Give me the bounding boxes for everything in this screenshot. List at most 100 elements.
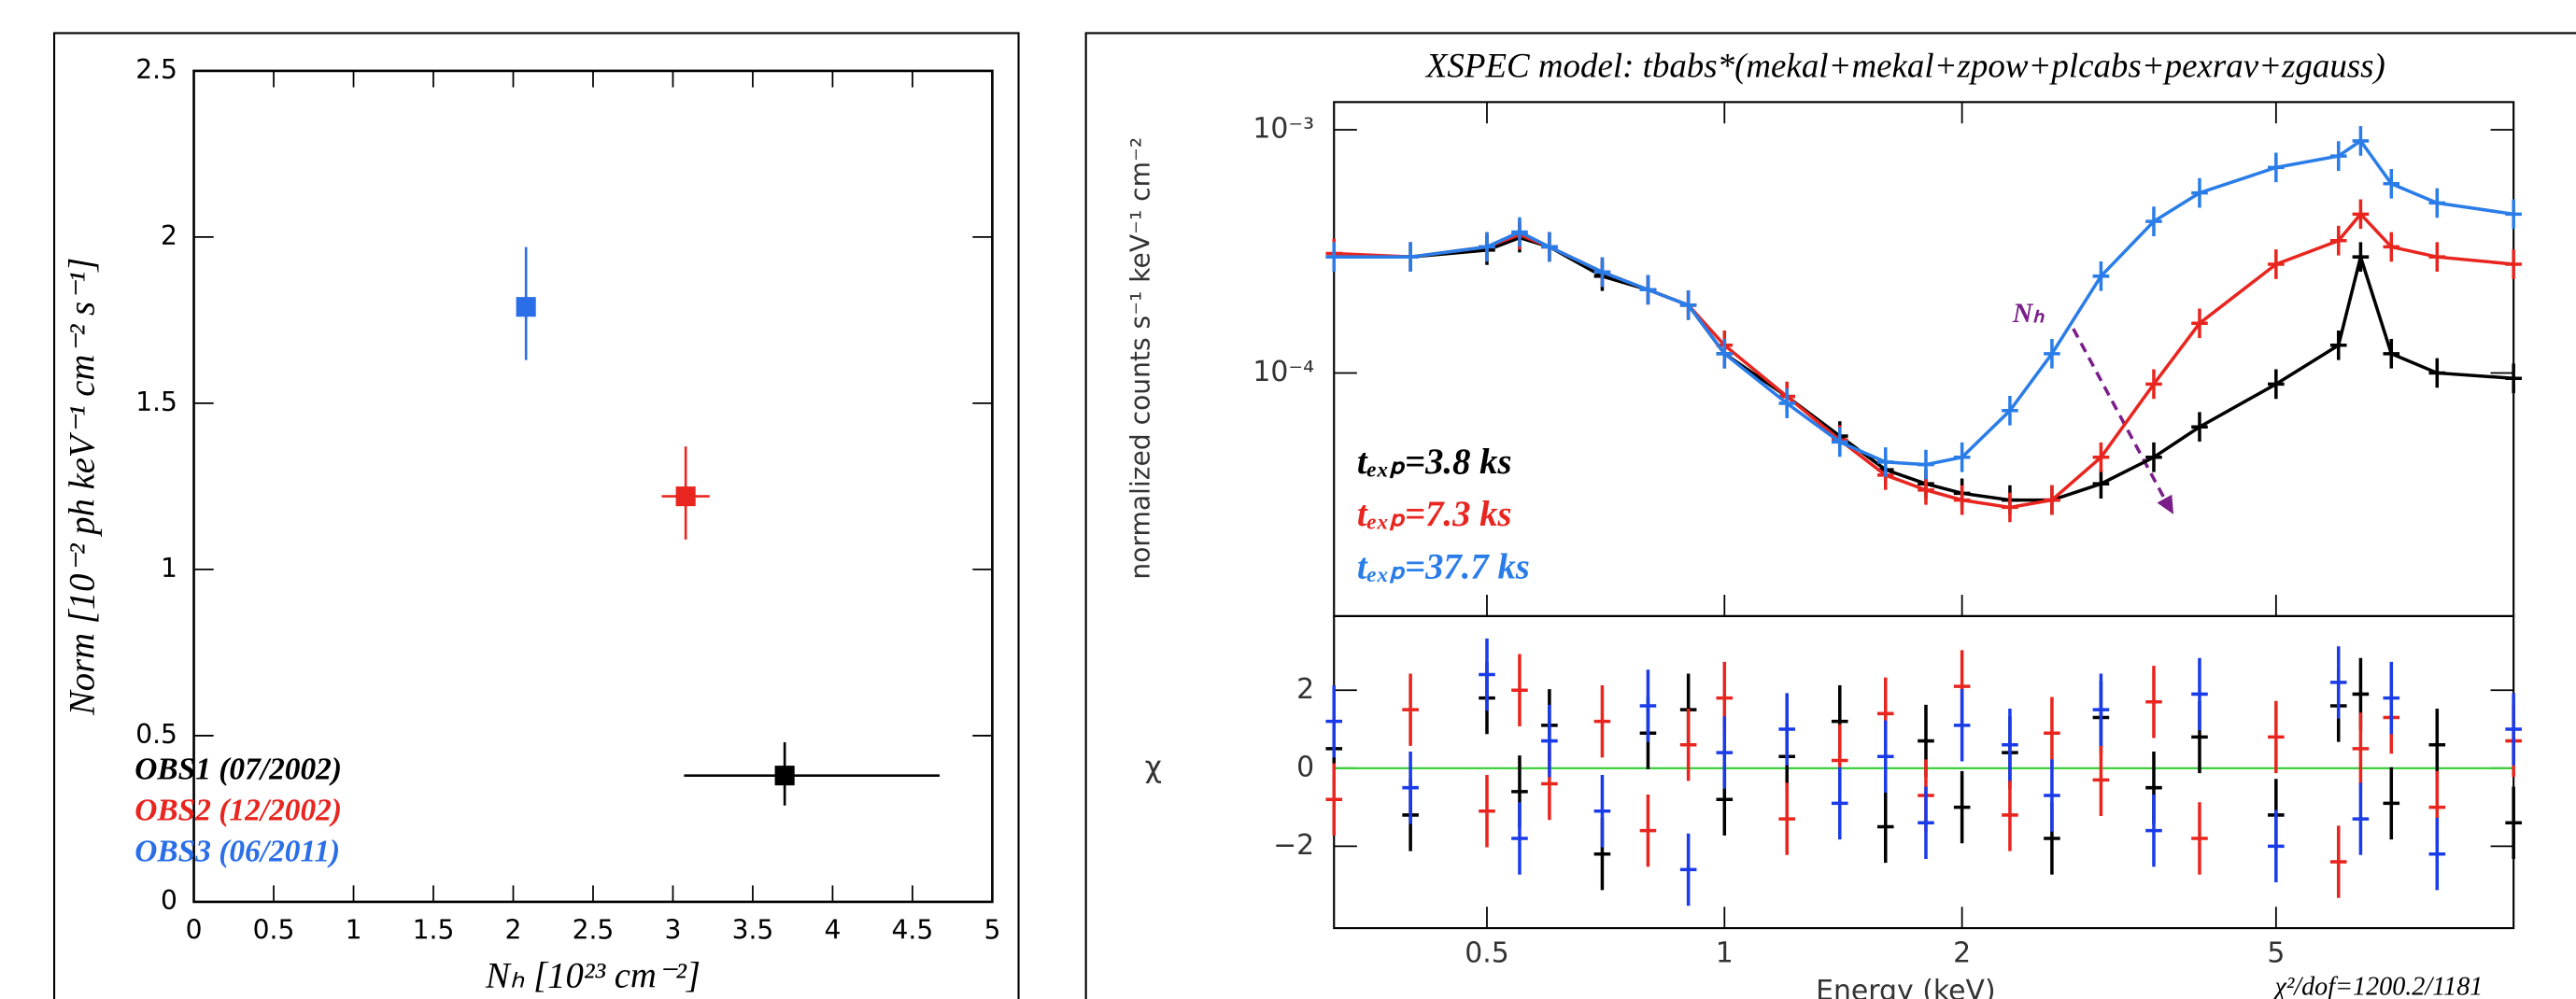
x-tick-label: 1.5 (413, 915, 455, 946)
y-tick-label: 1 (161, 553, 177, 584)
y-axis-label: Norm [10⁻² ph keV⁻¹ cm⁻² s⁻¹] (63, 258, 102, 716)
residual-point (1479, 775, 1495, 848)
spectrum-point (1953, 442, 1971, 472)
x-tick-label: 4.5 (892, 915, 934, 946)
spectrum-line (1334, 138, 2514, 467)
spectrum-point (2002, 395, 2018, 426)
x-tick-label: 5 (984, 915, 1000, 946)
spectrum-point (2428, 242, 2446, 273)
residual-point (1541, 704, 1558, 778)
spectrum-point (2268, 152, 2285, 183)
spectrum-point (2145, 369, 2162, 400)
legend-label: tₑₓₚ=37.7 ks (1357, 548, 1530, 587)
spectrum-point (2352, 199, 2370, 230)
residual-point (2505, 786, 2522, 859)
residual-point (2383, 661, 2400, 735)
spectrum-point (1876, 447, 1894, 477)
y-tick-label: 0.5 (135, 719, 177, 750)
y-tick-label: 1.5 (135, 387, 177, 417)
residual-point (2352, 782, 2370, 855)
spectrum-point (1953, 485, 1971, 515)
spectrum-point (1541, 232, 1558, 262)
residual-point (2092, 743, 2110, 817)
spectrum-point (1716, 338, 1734, 369)
spectrum-point (1402, 242, 1419, 273)
spectrum-point (1831, 427, 1848, 457)
residual-point (1593, 775, 1611, 848)
residual-point (1716, 716, 1734, 789)
residual-point (1953, 770, 1971, 844)
chart-title: XSPEC model: tbabs*(mekal+mekal+zpow+plc… (1424, 47, 2385, 86)
residual-point (2383, 767, 2400, 840)
residual-point (1918, 786, 1934, 859)
spectrum-point (2268, 369, 2285, 400)
legend-label: OBS1 (07/2002) (134, 753, 342, 787)
residual-point (1402, 673, 1419, 746)
spectrum-point (1918, 475, 1934, 505)
spectrum-point (2428, 188, 2446, 218)
spectrum-point (2268, 249, 2285, 279)
spectrum-point (2092, 442, 2110, 472)
x-tick-label: 4 (824, 915, 841, 946)
x-tick-label: 2 (1953, 937, 1971, 970)
residual-point (2428, 709, 2446, 781)
y-tick-label: 2 (1296, 673, 1314, 706)
spectrum-point (1325, 242, 1343, 273)
residual-point (2191, 657, 2208, 731)
y-axis-label: χ (1145, 751, 1162, 784)
residual-point (1511, 654, 1528, 726)
spectrum-point (2505, 363, 2522, 394)
legend-label: OBS3 (06/2011) (134, 835, 340, 869)
x-tick-label: 0.5 (1465, 937, 1509, 970)
residual-point (2268, 809, 2285, 883)
residual-point (2352, 712, 2370, 785)
spectrum-point (1918, 449, 1934, 480)
residual-point (2505, 693, 2522, 766)
y-tick-label: 10⁻⁴ (1253, 356, 1314, 388)
legend-label: tₑₓₚ=3.8 ks (1357, 443, 1512, 482)
residual-point (2268, 700, 2285, 774)
spectrum-point (1511, 217, 1528, 247)
legend-label: OBS2 (12/2002) (134, 794, 342, 828)
residual-point (1402, 751, 1419, 824)
residual-point (2191, 802, 2208, 875)
spectrum-point (2092, 469, 2110, 500)
spectrum-point (2352, 126, 2370, 156)
residual-point (1876, 720, 1894, 793)
spectrum-point (1593, 257, 1611, 288)
nh-annotation: Nₕ (2012, 298, 2045, 329)
y-axis-label: normalized counts s⁻¹ keV⁻¹ cm⁻² (1125, 137, 1155, 580)
residual-point (2329, 646, 2347, 719)
x-tick-label: 3.5 (732, 915, 774, 946)
x-tick-label: 0.5 (253, 915, 295, 946)
residual-point (1876, 790, 1894, 864)
residual-point (2145, 666, 2162, 739)
residual-point (2145, 794, 2162, 867)
spectrum-point (2383, 232, 2400, 262)
residual-point (2002, 779, 2018, 851)
x-tick-label: 3 (665, 915, 682, 946)
spectrum-point (2092, 260, 2110, 291)
spectrum-point (2145, 442, 2162, 472)
y-tick-label: −2 (1273, 829, 1314, 862)
spectrum-point (2505, 199, 2522, 230)
residual-point (1639, 794, 1657, 867)
x-tick-label: 2.5 (573, 915, 615, 946)
residual-point (1325, 763, 1343, 836)
y-tick-label: 10⁻³ (1253, 113, 1314, 146)
spectrum-point (2191, 308, 2208, 339)
y-tick-label: 2.5 (135, 54, 177, 85)
spectrum-point (2191, 177, 2208, 208)
y-tick-label: 0 (161, 885, 177, 916)
spectrum-point (2352, 242, 2370, 273)
residual-point (1831, 767, 1848, 840)
x-axis-label: Nₕ [10²³ cm⁻²] (485, 956, 701, 995)
spectrum-point (2383, 168, 2400, 199)
spectrum-point (2428, 358, 2446, 388)
residual-point (1325, 684, 1343, 758)
spectrum-point (2191, 412, 2208, 443)
residual-point (1953, 689, 1971, 762)
residual-point (1511, 802, 1528, 875)
y-tick-label: 2 (161, 220, 177, 251)
